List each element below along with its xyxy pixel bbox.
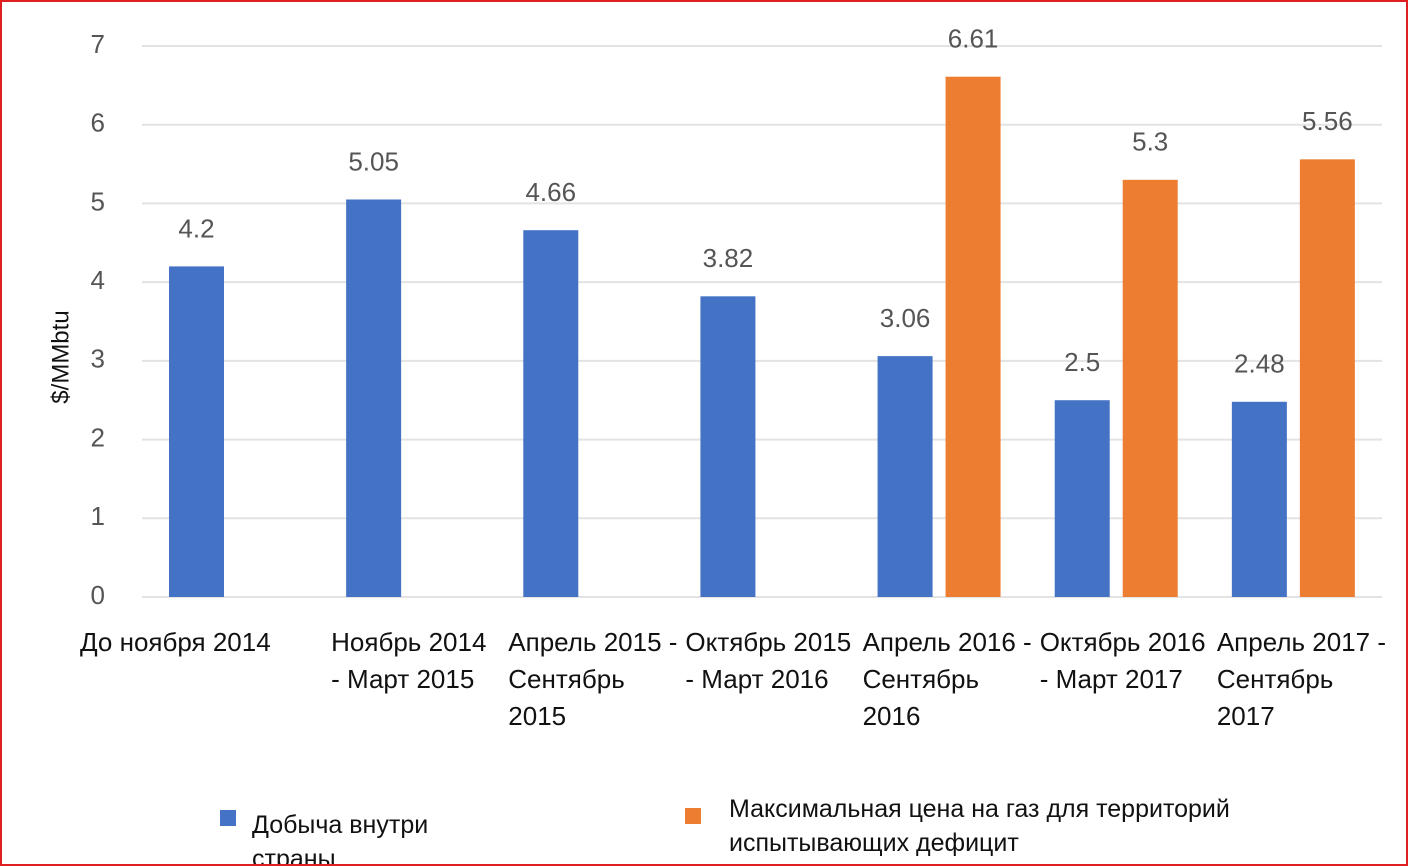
value-label: 3.82 xyxy=(703,243,754,273)
y-tick-label: 1 xyxy=(91,501,105,531)
bar xyxy=(346,199,402,597)
legend-swatch xyxy=(685,808,701,824)
x-tick-label: Ноябрь 2014 - Март 2015 xyxy=(331,627,487,694)
y-tick-label: 3 xyxy=(91,344,105,374)
value-label: 5.05 xyxy=(348,146,399,176)
y-tick-label: 6 xyxy=(91,108,105,138)
value-label: 6.61 xyxy=(948,24,999,54)
x-tick-label: До ноября 2014 xyxy=(80,627,271,657)
x-tick-label: Октябрь 2015 - Март 2016 xyxy=(685,627,852,694)
value-label: 2.48 xyxy=(1234,349,1285,379)
y-tick-label: 2 xyxy=(91,422,105,452)
value-label: 4.66 xyxy=(525,177,576,207)
bar xyxy=(523,230,579,598)
y-axis-label: $/MMbtu xyxy=(47,310,74,403)
value-label: 4.2 xyxy=(178,213,214,243)
x-tick-label: Апрель 2017 - Сентябрь 2017 xyxy=(1216,627,1386,731)
y-tick-label: 5 xyxy=(91,186,105,216)
value-label: 5.3 xyxy=(1132,127,1168,157)
y-tick-label: 0 xyxy=(91,580,105,610)
y-tick-label: 4 xyxy=(91,265,105,295)
value-label: 5.56 xyxy=(1302,106,1353,136)
bar xyxy=(1122,179,1178,598)
bar xyxy=(1054,400,1110,597)
x-tick-label: Октябрь 2016 - Март 2017 xyxy=(1039,627,1206,694)
y-tick-label: 7 xyxy=(91,29,105,59)
value-label: 3.06 xyxy=(880,303,931,333)
value-label: 2.5 xyxy=(1064,347,1100,377)
legend-label: Максимальная цена на газ для территорий … xyxy=(729,795,1230,857)
bar xyxy=(169,266,224,597)
bar xyxy=(1299,159,1355,597)
bar xyxy=(877,356,933,597)
x-tick-label: Апрель 2016 - Сентябрь 2016 xyxy=(862,627,1032,731)
bar xyxy=(1231,401,1287,597)
bar xyxy=(945,76,1001,598)
legend-label: Добыча внутри страны xyxy=(252,811,429,866)
x-tick-label: Апрель 2015 - Сентябрь 2015 xyxy=(508,627,678,731)
legend-swatch xyxy=(220,810,236,826)
bar xyxy=(700,296,756,597)
